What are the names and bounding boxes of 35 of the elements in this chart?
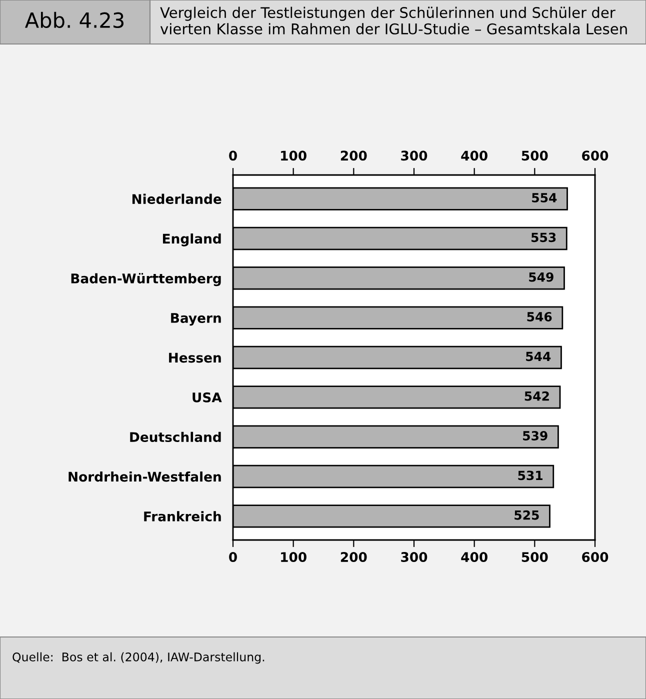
y-tick-label: Niederlande — [132, 194, 222, 204]
data-label: 549 — [529, 272, 554, 282]
source-note: Quelle: Bos et al. (2004), IAW-Darstellung. — [12, 652, 264, 664]
y-tick-label: Deutschland — [130, 432, 221, 442]
data-label: 525 — [514, 510, 539, 520]
x2-tick-label: 300 — [401, 150, 428, 161]
y-tick-label: Frankreich — [144, 511, 221, 522]
x-tick-label: 100 — [281, 552, 306, 562]
x-tick-label: 200 — [340, 552, 367, 562]
data-label: 554 — [532, 193, 557, 202]
y-tick-label: USA — [192, 392, 222, 402]
y-tick-label: Baden-Württemberg — [71, 273, 221, 286]
chart-title: Vergleich der Testleistungen der Schülerinnen und Schüler der vierten Klasse im Rahmen der IGLU-Studie – Gesamtskala Lesen — [160, 6, 627, 34]
x-tick-label: 500 — [522, 552, 548, 562]
y-tick-label: Hessen — [169, 352, 221, 363]
data-label: 539 — [523, 431, 548, 440]
caption: Abb. 4.23 — [24, 12, 124, 28]
x2-tick-label: 400 — [461, 150, 488, 161]
data-label: 546 — [527, 312, 552, 322]
x-tick-label: 400 — [461, 552, 488, 562]
data-label: 531 — [518, 470, 542, 480]
x-tick-label: 300 — [401, 552, 428, 562]
y-tick-label: England — [162, 233, 221, 246]
x2-tick-label: 100 — [281, 150, 306, 161]
x-tick-label: 0 — [229, 552, 237, 562]
data-label: 542 — [524, 391, 549, 401]
y-tick-label: Bayern — [171, 313, 221, 326]
x-tick-label: 600 — [582, 552, 608, 562]
x2-tick-label: 200 — [340, 150, 367, 161]
y-tick-label: Nordrhein-Westfalen — [68, 472, 221, 482]
data-label: 553 — [531, 232, 556, 242]
data-label: 544 — [526, 352, 551, 362]
x2-tick-label: 500 — [522, 150, 548, 161]
x2-tick-label: 600 — [582, 150, 608, 161]
x2-tick-label: 0 — [229, 150, 237, 161]
